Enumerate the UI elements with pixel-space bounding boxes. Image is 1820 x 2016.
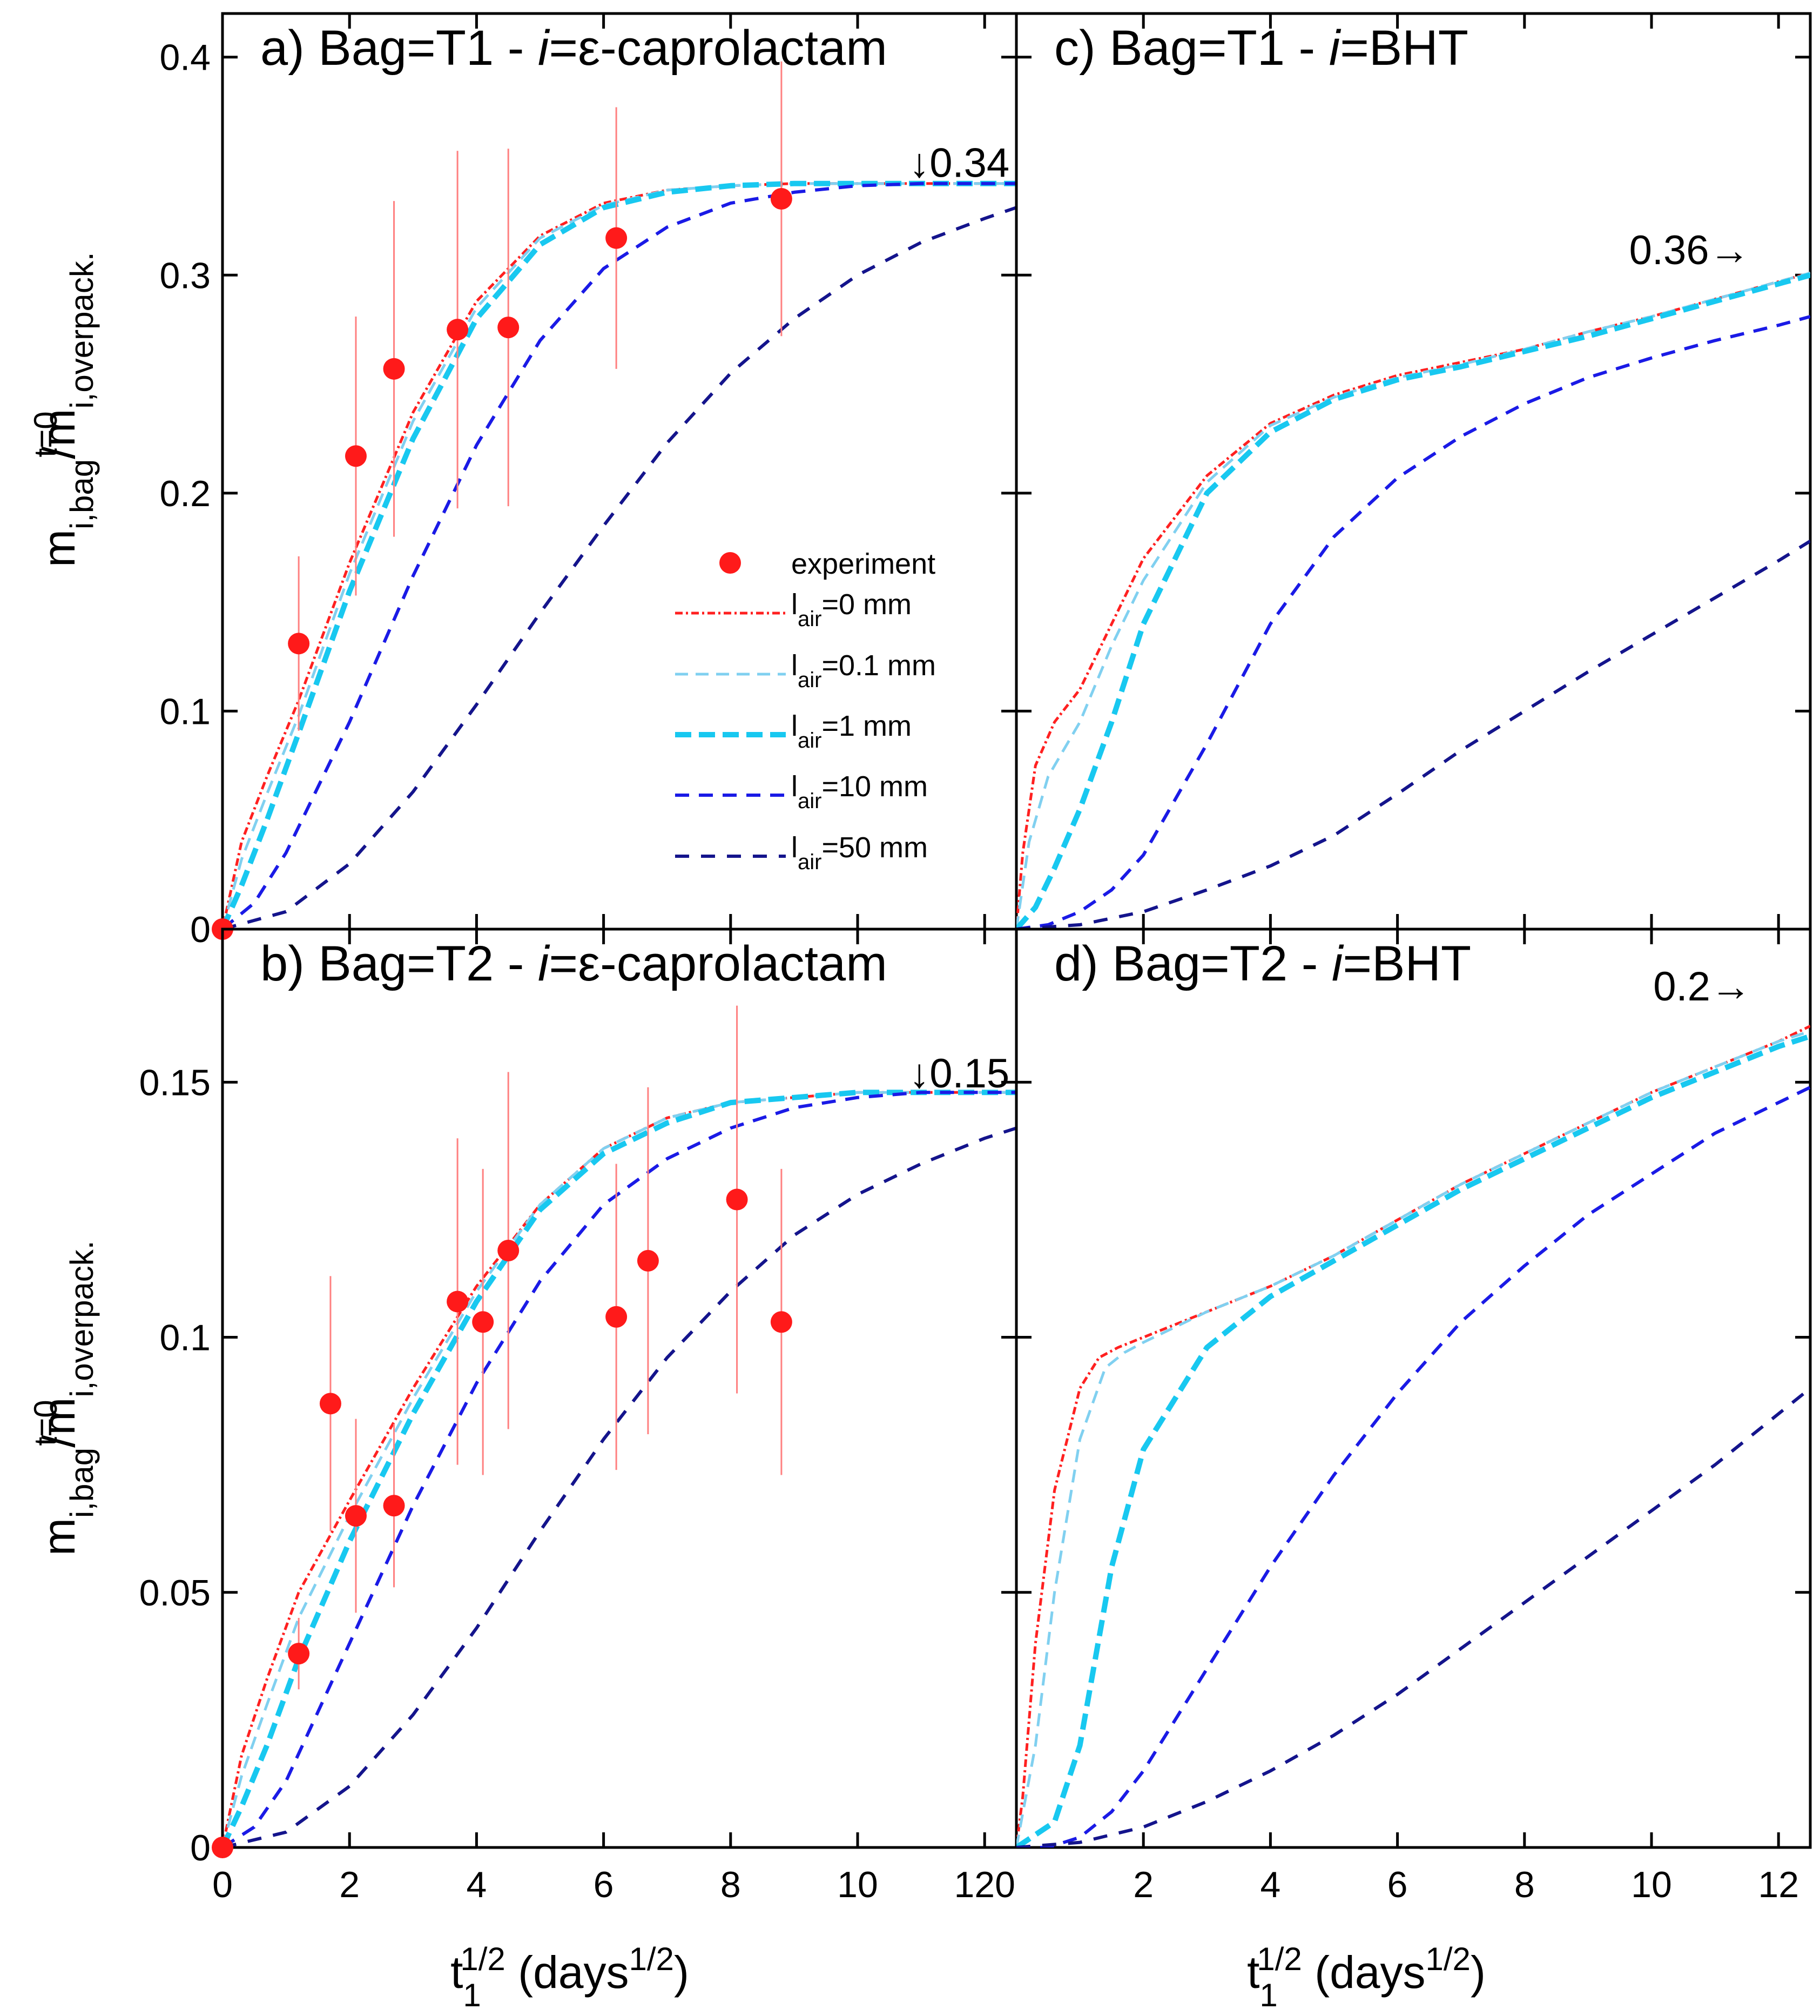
x-tick-label-b-4: 8 <box>720 1864 741 1905</box>
series-line-c-3 <box>1016 315 1810 929</box>
data-point-b-9 <box>637 1249 659 1272</box>
annotation-c: 0.36→ <box>1629 227 1750 273</box>
data-point-b-3 <box>345 1505 367 1527</box>
annotation-b: ↓0.15 <box>909 1051 1009 1097</box>
plot-frame-b <box>221 928 1018 1849</box>
series-line-b-0 <box>223 1091 1016 1847</box>
legend-label-2: lair=1 mm <box>791 710 912 752</box>
data-point-a-1 <box>288 633 310 655</box>
panel-title-a: a) Bag=T1 - i=ε-caprolactam <box>260 21 887 76</box>
data-point-b-11 <box>770 1311 792 1333</box>
series-line-a-3 <box>223 182 1016 929</box>
plot-frame-d <box>1015 928 1812 1849</box>
data-point-b-4 <box>383 1495 405 1517</box>
panel-d: 2 4 6 8 10 12 d) Bag=T2 - i=BHT 0.2→ <box>1015 928 1812 1905</box>
series-line-c-2 <box>1016 272 1810 929</box>
series-line-c-1 <box>1016 271 1810 929</box>
x-tick-label-b-5: 10 <box>837 1864 878 1905</box>
series-group-a <box>223 180 1016 929</box>
series-line-a-1 <box>223 182 1016 929</box>
y-tick-label-a-4: 0.4 <box>159 37 211 78</box>
data-point-b-2 <box>319 1393 341 1415</box>
y-tick-label-b-0: 0 <box>190 1827 211 1869</box>
y-tick-label-a-2: 0.2 <box>159 473 211 514</box>
data-point-b-8 <box>605 1306 628 1328</box>
data-point-a-7 <box>770 188 792 210</box>
legend-label-4: lair=50 mm <box>791 831 928 874</box>
y-axis-label-top: mi,bag/mi,overpack.t=0 <box>28 252 100 567</box>
panel-title-b: b) Bag=T2 - i=ε-caprolactam <box>260 936 887 991</box>
x-tick-label-b-3: 6 <box>594 1864 614 1905</box>
series-line-d-2 <box>1016 1033 1810 1847</box>
x-tick-label-d-3: 8 <box>1514 1864 1535 1905</box>
legend-label-3: lair=10 mm <box>791 770 928 813</box>
legend-marker-experiment <box>719 552 741 574</box>
y-tick-label-b-3: 0.15 <box>139 1062 211 1103</box>
legend: experiment lair=0 mm lair=0.1 mm lair=1 mm l… <box>675 548 936 874</box>
data-point-b-7 <box>497 1240 520 1261</box>
data-point-a-2 <box>345 445 367 467</box>
series-line-c-4 <box>1016 540 1810 929</box>
series-group-c <box>1016 271 1810 929</box>
series-line-b-1 <box>223 1091 1016 1847</box>
data-point-a-5 <box>497 317 520 339</box>
data-point-b-0 <box>212 1837 233 1858</box>
series-group-d <box>1016 1025 1810 1847</box>
data-point-b-6 <box>472 1311 494 1333</box>
legend-label-0: lair=0 mm <box>791 588 912 631</box>
x-tick-label-b-6: 120 <box>954 1864 1015 1905</box>
x-axis-label-right: t11/2 (days1/2) <box>1247 1941 1486 2013</box>
y-tick-label-a-0: 0 <box>190 909 211 950</box>
data-point-a-4 <box>447 319 469 341</box>
data-point-a-3 <box>383 358 405 380</box>
plot-frame-c <box>1015 12 1812 931</box>
series-line-b-3 <box>223 1091 1016 1847</box>
panel-title-c: c) Bag=T1 - i=BHT <box>1054 21 1468 76</box>
x-tick-label-d-2: 6 <box>1387 1864 1408 1905</box>
y-tick-label-a-1: 0.1 <box>159 691 211 732</box>
series-line-d-3 <box>1016 1086 1810 1847</box>
y-tick-label-b-1: 0.05 <box>139 1573 211 1614</box>
x-tick-label-b-1: 2 <box>339 1864 360 1905</box>
series-group-b <box>223 1090 1016 1847</box>
data-point-a-6 <box>605 227 628 249</box>
annotation-d: 0.2→ <box>1653 964 1751 1010</box>
legend-label-1: lair=0.1 mm <box>791 649 936 692</box>
x-tick-label-b-2: 4 <box>466 1864 487 1905</box>
series-line-d-0 <box>1016 1025 1810 1847</box>
series-line-a-4 <box>223 206 1016 929</box>
series-line-b-4 <box>223 1126 1016 1847</box>
x-tick-label-d-1: 4 <box>1260 1864 1280 1905</box>
x-tick-label-d-0: 2 <box>1133 1864 1154 1905</box>
annotation-a: ↓0.34 <box>909 140 1009 186</box>
data-point-b-1 <box>288 1643 310 1665</box>
x-tick-label-b-0: 0 <box>212 1864 233 1905</box>
panel-b: 0 0.05 0.1 0.15 0 2 4 6 8 10 120 b) Bag=T2 - i=ε-ca… <box>139 928 1018 1905</box>
series-line-d-1 <box>1016 1030 1810 1847</box>
panel-c: c) Bag=T1 - i=BHT 0.36→ <box>1015 12 1812 931</box>
y-axis-label-bottom: mi,bag/mi,overpack.t=0 <box>28 1240 100 1556</box>
panel-a: 0 0.1 0.2 0.3 0.4 a) Bag=T1 - i=ε-caprolactam… <box>159 12 1018 950</box>
series-line-d-4 <box>1016 1387 1810 1847</box>
x-axis-label-left: t11/2 (days1/2) <box>450 1941 689 2013</box>
data-point-b-5 <box>447 1291 469 1313</box>
y-tick-label-a-3: 0.3 <box>159 255 211 296</box>
x-tick-label-d-5: 12 <box>1758 1864 1799 1905</box>
series-line-c-0 <box>1016 271 1810 929</box>
legend-label-experiment: experiment <box>791 548 935 580</box>
y-tick-label-b-2: 0.1 <box>159 1318 211 1359</box>
series-line-b-2 <box>223 1090 1016 1847</box>
data-point-b-10 <box>726 1188 748 1211</box>
panel-title-d: d) Bag=T2 - i=BHT <box>1054 936 1471 991</box>
x-tick-label-d-4: 10 <box>1631 1864 1672 1905</box>
